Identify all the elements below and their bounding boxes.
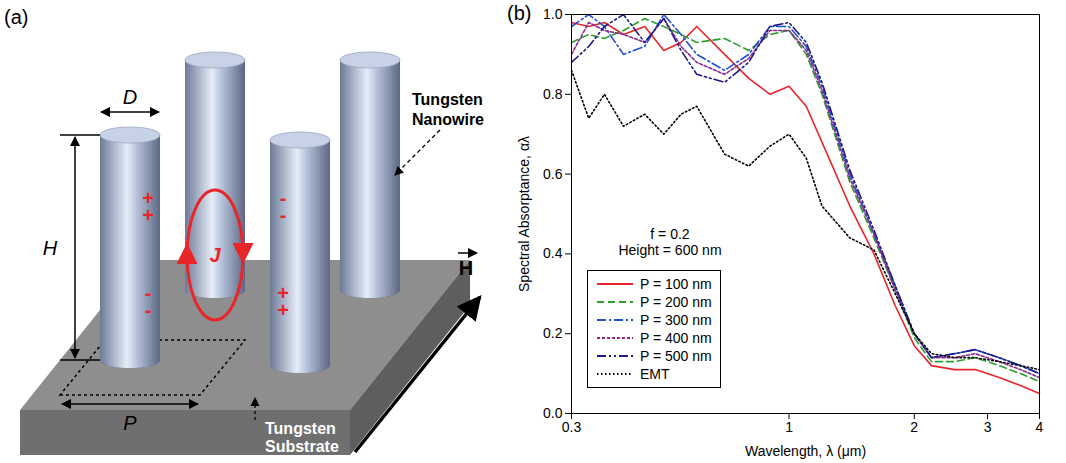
svg-text:Wavelength, λ (μm): Wavelength, λ (μm)	[745, 443, 866, 459]
svg-text:P: P	[123, 412, 137, 434]
svg-text:3: 3	[984, 419, 992, 435]
svg-text:J: J	[209, 244, 221, 266]
svg-text:-: -	[145, 299, 152, 321]
html-text:Height = 600 nm: Height = 600 nm	[618, 242, 722, 258]
html-text:P = 400 nm: P = 400 nm	[640, 330, 712, 346]
svg-text:D: D	[123, 86, 137, 108]
html-text:P = 500 nm: P = 500 nm	[640, 348, 712, 364]
svg-text:Tungsten: Tungsten	[412, 91, 483, 108]
svg-text:(a): (a)	[4, 6, 28, 28]
svg-text:2: 2	[910, 419, 918, 435]
svg-text:0.6: 0.6	[543, 166, 563, 182]
svg-text:Spectral Absorptance, αλ: Spectral Absorptance, αλ	[516, 136, 532, 292]
svg-text:0.3: 0.3	[562, 419, 582, 435]
svg-text:-: -	[280, 204, 287, 226]
svg-text:0.8: 0.8	[543, 86, 563, 102]
html-text:f = 0.2: f = 0.2	[650, 226, 690, 242]
svg-text:0.4: 0.4	[543, 245, 563, 261]
svg-text:+: +	[142, 204, 154, 226]
svg-text:H: H	[43, 237, 58, 259]
html-text:EMT: EMT	[640, 366, 670, 382]
html-text:P = 300 nm: P = 300 nm	[640, 312, 712, 328]
svg-text:1: 1	[785, 419, 793, 435]
svg-text:Tungsten: Tungsten	[265, 420, 336, 437]
html-text:P = 100 nm: P = 100 nm	[640, 276, 712, 292]
svg-text:H: H	[459, 257, 473, 279]
svg-text:0.0: 0.0	[543, 405, 563, 421]
svg-text:+: +	[277, 299, 289, 321]
svg-text:Nanowire: Nanowire	[412, 111, 484, 128]
svg-text:0.2: 0.2	[543, 325, 563, 341]
html-text:P = 200 nm: P = 200 nm	[640, 294, 712, 310]
svg-text:4: 4	[1036, 419, 1044, 435]
svg-text:1.0: 1.0	[543, 6, 563, 22]
html-text:(b): (b)	[507, 2, 532, 24]
svg-text:Substrate: Substrate	[265, 438, 339, 455]
